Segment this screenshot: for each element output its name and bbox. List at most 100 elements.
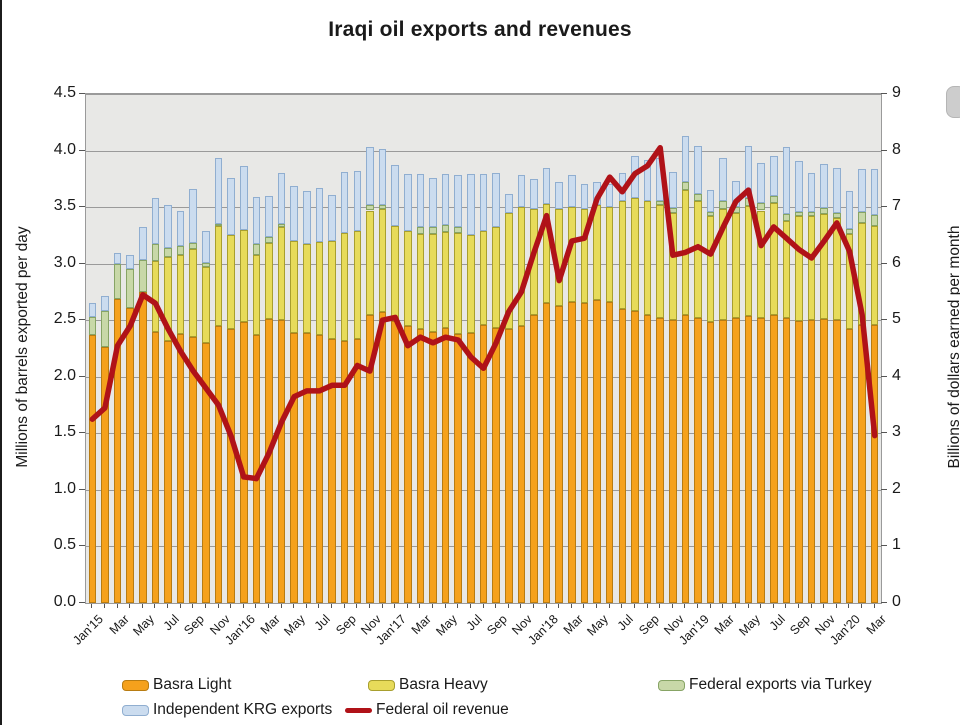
x-axis-tick	[91, 604, 93, 608]
x-axis-tick	[103, 604, 105, 608]
left-axis-title: Millions of barrels exported per day	[14, 226, 31, 468]
right-axis-tick	[881, 545, 887, 547]
x-axis-tick	[394, 604, 396, 608]
bar-segment-basra-heavy	[176, 254, 185, 334]
bar-segment-basra-heavy	[189, 248, 198, 338]
bar-segment-federal-exports-via-turkey	[820, 208, 828, 214]
x-axis-tick-label: Sep	[484, 612, 511, 638]
x-axis-tick	[785, 604, 787, 608]
bar-segment-federal-exports-via-turkey	[681, 182, 690, 191]
bar-segment-basra-light	[668, 320, 677, 603]
bar-segment-federal-exports-via-turkey	[252, 244, 261, 255]
bar-segment-basra-light	[492, 328, 500, 603]
bar-segment-basra-heavy	[467, 235, 475, 333]
x-axis-tick	[179, 604, 181, 608]
bar-segment-independent-krg-exports	[782, 147, 791, 214]
bar-segment-basra-light	[643, 314, 652, 603]
x-axis-tick	[760, 604, 762, 608]
bar-segment-federal-exports-via-turkey	[113, 263, 122, 299]
bar-segment-independent-krg-exports	[189, 189, 198, 244]
right-axis-tick-label: 1	[892, 536, 901, 554]
bar-segment-independent-krg-exports	[227, 177, 235, 236]
bar-segment-basra-light	[820, 319, 828, 603]
bar-segment-basra-light	[593, 299, 601, 603]
bar-segment-basra-heavy	[239, 229, 248, 323]
right-axis-tick	[881, 319, 887, 321]
right-axis-tick-label: 2	[892, 479, 901, 497]
bar-segment-federal-exports-via-turkey	[782, 213, 791, 221]
x-axis-tick	[167, 604, 169, 608]
bar-segment-federal-exports-via-turkey	[101, 311, 109, 348]
bar-segment-basra-heavy	[454, 233, 463, 334]
left-axis-tick	[79, 432, 85, 434]
x-axis-tick-label: May	[432, 612, 460, 639]
x-axis-tick	[482, 604, 484, 608]
bar-segment-basra-heavy	[769, 202, 778, 315]
left-axis-tick-label: 4.0	[53, 140, 76, 158]
bar-segment-independent-krg-exports	[113, 253, 122, 264]
bar-segment-independent-krg-exports	[126, 254, 134, 270]
x-axis-tick	[141, 604, 143, 608]
gridline	[86, 150, 881, 152]
chart-title: Iraqi oil exports and revenues	[328, 18, 632, 41]
bar-segment-independent-krg-exports	[820, 164, 828, 209]
bar-segment-basra-light	[126, 307, 134, 603]
bar-segment-independent-krg-exports	[504, 193, 513, 213]
bar-segment-federal-exports-via-turkey	[164, 247, 172, 257]
x-axis-tick	[419, 604, 421, 608]
x-axis-tick-label: Mar	[863, 612, 889, 638]
bar-segment-basra-light	[403, 325, 412, 603]
bar-segment-basra-light	[795, 321, 803, 603]
bar-segment-independent-krg-exports	[542, 167, 551, 204]
x-axis-tick-label: Jan'15	[70, 612, 107, 648]
left-axis-tick-label: 0.0	[53, 593, 76, 610]
bar-segment-basra-heavy	[214, 226, 223, 326]
bar-segment-independent-krg-exports	[668, 172, 677, 209]
left-axis-tick-label: 3.0	[53, 253, 76, 271]
x-axis-tick-label: Mar	[712, 612, 738, 638]
x-axis-tick-label: Sep	[635, 612, 662, 638]
bar-segment-basra-light	[782, 317, 791, 603]
bar-segment-basra-heavy	[378, 209, 387, 313]
bar-segment-independent-krg-exports	[719, 158, 728, 202]
bar-segment-basra-light	[845, 329, 854, 603]
bar-segment-independent-krg-exports	[833, 167, 841, 213]
left-axis-tick-label: 2.5	[53, 310, 76, 328]
bar-segment-basra-light	[555, 305, 563, 603]
x-axis-tick	[608, 604, 610, 608]
bar-segment-independent-krg-exports	[441, 174, 450, 226]
bar-segment-federal-exports-via-turkey	[265, 236, 273, 244]
bar-segment-independent-krg-exports	[492, 173, 500, 228]
legend-item-basra-light: Basra Light	[122, 676, 231, 694]
bar-segment-basra-heavy	[479, 230, 488, 325]
left-axis-tick-label: 3.5	[53, 197, 76, 215]
legend-label: Federal oil revenue	[376, 701, 509, 718]
bar-segment-basra-light	[706, 322, 715, 603]
bar-segment-basra-heavy	[429, 234, 437, 332]
bar-segment-independent-krg-exports	[757, 162, 765, 203]
bar-segment-basra-heavy	[290, 241, 298, 333]
bar-segment-independent-krg-exports	[416, 174, 425, 228]
bar-segment-independent-krg-exports	[845, 191, 854, 229]
bar-segment-basra-light	[101, 347, 109, 603]
bar-segment-independent-krg-exports	[101, 296, 109, 312]
right-axis-tick-label: 0	[892, 593, 901, 610]
bar-segment-basra-heavy	[504, 212, 513, 330]
x-axis-tick	[545, 604, 547, 608]
x-axis-tick-label: Mar	[409, 612, 435, 638]
bar-segment-basra-light	[164, 340, 172, 603]
left-axis-tick	[79, 488, 85, 490]
bar-segment-basra-light	[202, 342, 210, 603]
bar-segment-basra-light	[631, 311, 639, 603]
bar-segment-basra-light	[694, 317, 702, 603]
bar-segment-basra-light	[378, 312, 387, 603]
x-axis-tick	[709, 604, 711, 608]
x-axis-tick	[848, 604, 850, 608]
left-axis-tick-label: 2.0	[53, 366, 76, 384]
bar-segment-federal-exports-via-turkey	[441, 225, 450, 232]
left-axis-tick-label: 1.0	[53, 479, 76, 497]
bar-segment-independent-krg-exports	[164, 204, 172, 248]
bar-segment-federal-exports-via-turkey	[833, 212, 841, 219]
legend-label: Basra Light	[153, 676, 232, 693]
bar-segment-basra-heavy	[303, 244, 311, 333]
